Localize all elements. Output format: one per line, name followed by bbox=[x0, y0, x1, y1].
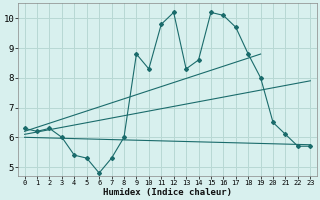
X-axis label: Humidex (Indice chaleur): Humidex (Indice chaleur) bbox=[103, 188, 232, 197]
